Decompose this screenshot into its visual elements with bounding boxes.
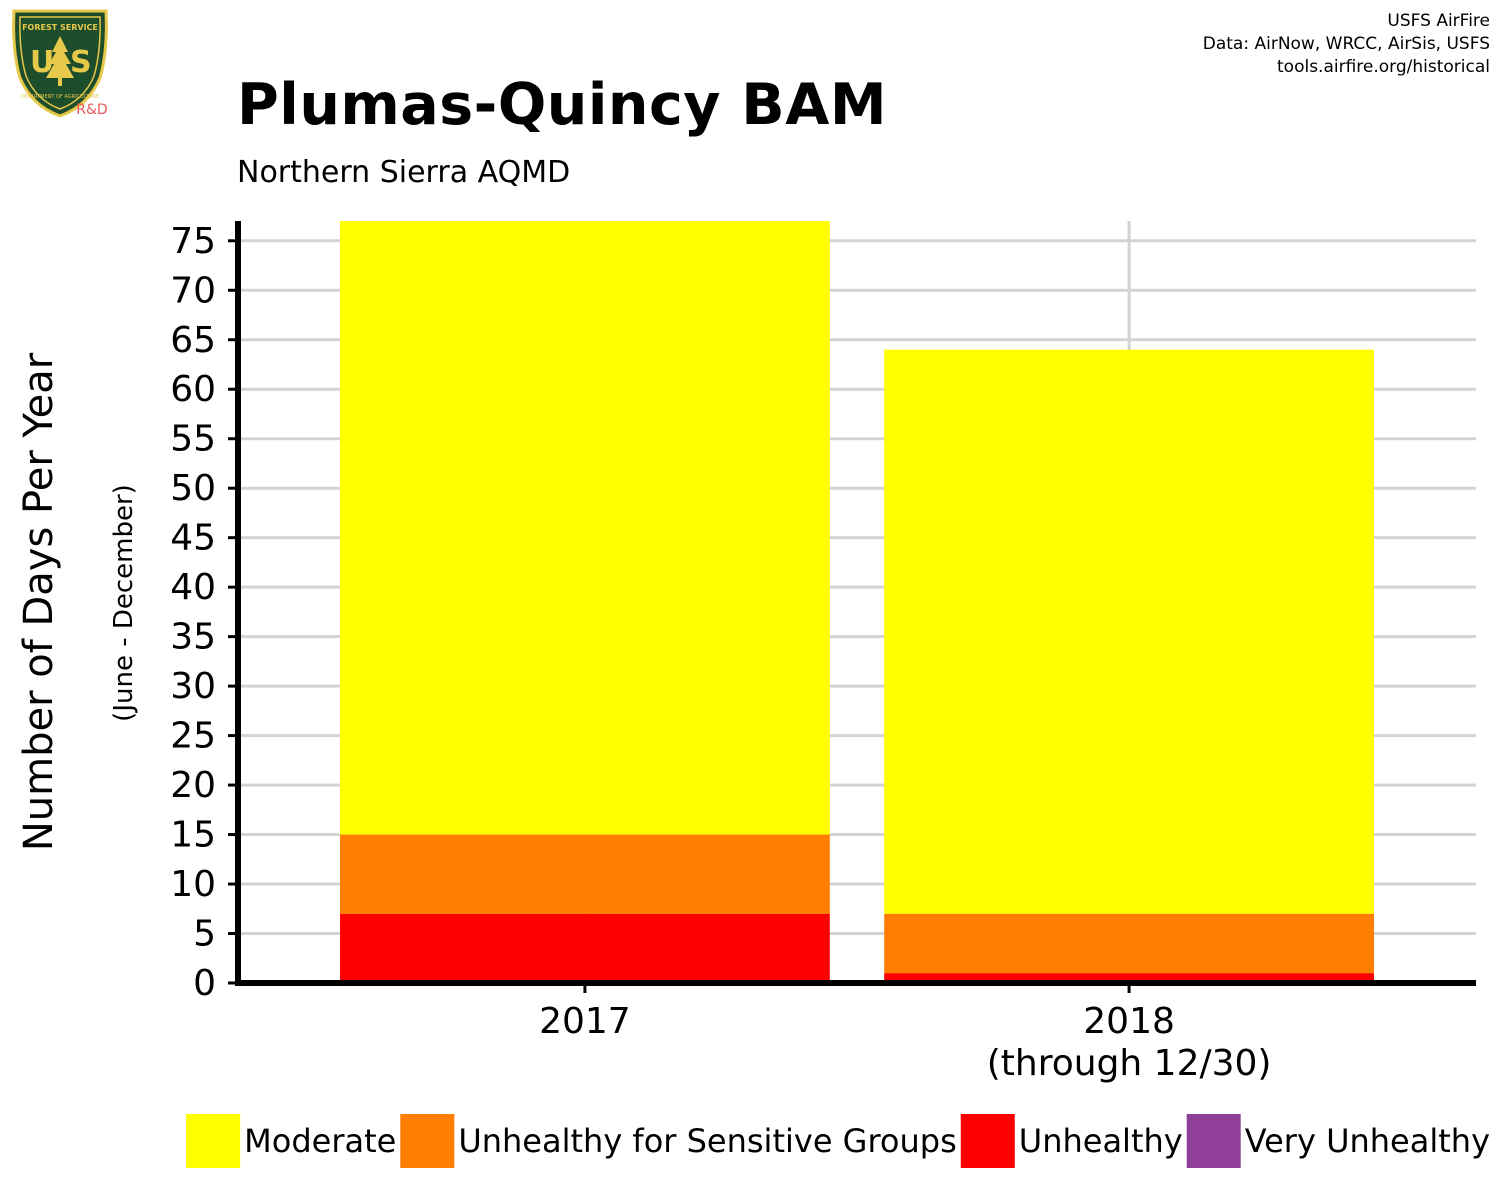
y-tick-label: 70	[170, 270, 216, 311]
y-tick-label: 35	[170, 617, 216, 658]
y-tick-label: 50	[170, 468, 216, 509]
legend-label: Moderate	[244, 1122, 396, 1160]
y-tick-label: 30	[170, 666, 216, 707]
svg-text:DEPARTMENT OF AGRICULTURE: DEPARTMENT OF AGRICULTURE	[21, 94, 99, 100]
y-tick-label: 5	[193, 914, 216, 955]
x-tick-label: (through 12/30)	[987, 1043, 1272, 1084]
y-tick-label: 20	[170, 765, 216, 806]
legend-swatch	[960, 1114, 1015, 1168]
x-tick-label: 2017	[539, 1001, 631, 1042]
svg-text:S: S	[70, 45, 92, 80]
y-tick-labels: 0 5 10 15 20 25 30 35 40 45 50 55 60 65 70 75	[170, 221, 238, 1004]
x-tick-label: 2018	[1083, 1001, 1175, 1042]
bar-segment	[340, 221, 830, 835]
y-tick-label: 65	[170, 320, 216, 361]
legend: Moderate Unhealthy for Sensitive Groups Un…	[186, 1114, 1490, 1168]
y-axis-subtitle: (June - December)	[109, 484, 139, 722]
credit-line: Data: AirNow, WRCC, AirSis, USFS	[1202, 34, 1490, 54]
y-axis-title: Number of Days Per Year	[16, 352, 62, 851]
y-tick-label: 0	[193, 963, 216, 1004]
axes	[235, 221, 1476, 986]
y-tick-label: 25	[170, 716, 216, 757]
y-tick-label: 10	[170, 864, 216, 905]
legend-label: Unhealthy for Sensitive Groups	[458, 1122, 956, 1160]
legend-swatch	[186, 1114, 241, 1168]
legend-label: Unhealthy	[1019, 1122, 1183, 1160]
bar-segment	[340, 834, 830, 914]
legend-swatch	[1186, 1114, 1241, 1168]
credit-line: tools.airfire.org/historical	[1277, 57, 1490, 77]
bar-segment	[884, 973, 1374, 983]
credits: USFS AirFire Data: AirNow, WRCC, AirSis,…	[1203, 10, 1490, 79]
y-tick-label: 75	[170, 221, 216, 262]
bars	[340, 221, 1374, 983]
svg-text:FOREST SERVICE: FOREST SERVICE	[22, 23, 98, 32]
y-tick-label: 60	[170, 369, 216, 410]
y-tick-label: 15	[170, 815, 216, 856]
y-tick-label: 55	[170, 419, 216, 460]
svg-text:R&D: R&D	[76, 102, 107, 118]
bar-segment	[884, 913, 1374, 974]
y-tick-label: 45	[170, 518, 216, 559]
bar-segment	[884, 349, 1374, 914]
chart-title: Plumas-Quincy BAM	[237, 72, 888, 138]
legend-label: Very Unhealthy	[1245, 1122, 1490, 1160]
credit-line: USFS AirFire	[1387, 11, 1490, 31]
forest-service-shield-logo: FOREST SERVICE U S DEPARTMENT OF AGRICUL…	[12, 9, 108, 118]
bar-segment	[340, 913, 830, 983]
legend-swatch	[400, 1114, 455, 1168]
chart-subtitle: Northern Sierra AQMD	[237, 155, 571, 190]
x-tick-labels: 2017 2018(through 12/30)	[539, 983, 1271, 1084]
y-tick-label: 40	[170, 567, 216, 608]
